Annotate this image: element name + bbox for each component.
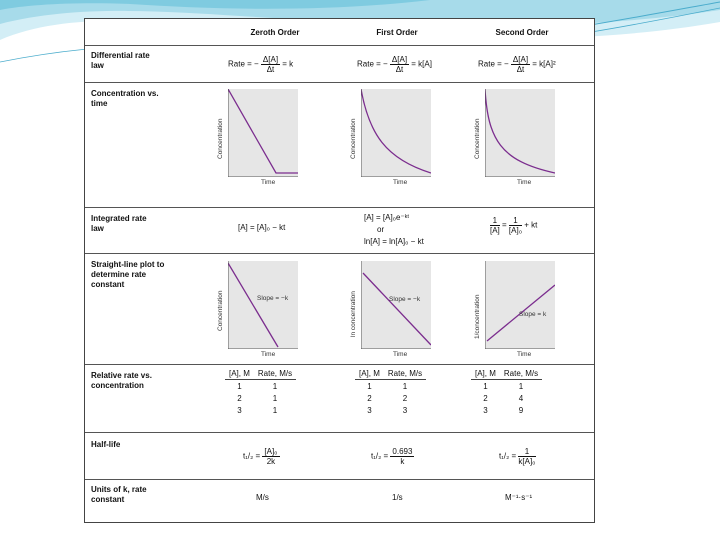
- row-label-half-life: Half-life: [91, 440, 121, 449]
- slope-label-second: Slope = k: [519, 311, 547, 318]
- row-label-concentration: Concentration vs. time: [91, 89, 159, 108]
- half-life-zero: t₁/₂ = [A]₀ 2k: [243, 447, 280, 466]
- col-header-conc: [A], M: [225, 369, 254, 380]
- plot-curve: [361, 89, 431, 174]
- plot-line: [228, 262, 279, 348]
- plot-curve: [228, 89, 298, 174]
- plot-second-straight-line: [485, 261, 555, 349]
- plot-first-conc-time: [361, 89, 431, 177]
- y-axis-label: Concentration: [217, 118, 224, 159]
- divider: [85, 479, 594, 480]
- rate-law-zero: Rate = − Δ[A] Δt = k: [228, 55, 294, 74]
- divider: [85, 253, 594, 254]
- divider: [85, 82, 594, 83]
- col-header-conc: [A], M: [471, 369, 500, 380]
- x-axis-label: Time: [517, 179, 532, 186]
- row-label-relative-rate: Relative rate vs. concentration: [91, 371, 152, 390]
- integrated-first-ln: ln[A] = ln[A]₀ − kt: [364, 237, 424, 246]
- x-axis-label: Time: [261, 351, 276, 358]
- col-header-rate: Rate, M/s: [383, 369, 427, 380]
- integrated-second: 1 [A] = 1 [A]₀ + kt: [490, 216, 538, 235]
- x-axis-label: Time: [261, 179, 276, 186]
- x-axis-label: Time: [393, 351, 408, 358]
- rate-law-table: Zeroth Order First Order Second Order Di…: [84, 18, 595, 523]
- y-axis-label: ln concentration: [350, 291, 357, 337]
- half-life-second: t₁/₂ = 1 k[A]₀: [499, 447, 536, 466]
- plot-first-straight-line: [361, 261, 431, 349]
- plot-zero-straight-line: [228, 261, 298, 349]
- plot-second-conc-time: [485, 89, 555, 177]
- header-first-order: First Order: [376, 28, 418, 37]
- row-label-integrated: Integrated rate law: [91, 214, 147, 233]
- plot-line: [362, 272, 431, 346]
- row-label-units: Units of k, rate constant: [91, 485, 147, 504]
- y-axis-label: Concentration: [474, 118, 481, 159]
- plot-curve: [485, 89, 555, 174]
- units-first: 1/s: [392, 493, 403, 502]
- rate-law-first: Rate = − Δ[A] Δt = k[A]: [357, 55, 432, 74]
- col-header-rate: Rate, M/s: [253, 369, 297, 380]
- integrated-zero: [A] = [A]₀ − kt: [238, 223, 286, 232]
- divider: [85, 432, 594, 433]
- divider: [85, 207, 594, 208]
- units-second: M⁻¹·s⁻¹: [505, 493, 533, 502]
- x-axis-label: Time: [393, 179, 408, 186]
- y-axis-label: 1/concentration: [474, 294, 481, 339]
- y-axis-label: Concentration: [217, 290, 224, 331]
- divider: [85, 45, 594, 46]
- header-zeroth-order: Zeroth Order: [250, 28, 300, 37]
- y-axis-label: Concentration: [350, 118, 357, 159]
- half-life-first: t₁/₂ = 0.693 k: [371, 447, 415, 466]
- units-zero: M/s: [256, 493, 269, 502]
- header-second-order: Second Order: [495, 28, 549, 37]
- row-label-differential: Differential rate law: [91, 51, 150, 70]
- integrated-first-exp: [A] = [A]₀e⁻ᵏᵗ: [364, 213, 410, 222]
- x-axis-label: Time: [517, 351, 532, 358]
- plot-line: [486, 284, 555, 342]
- col-header-conc: [A], M: [355, 369, 384, 380]
- integrated-first-or: or: [377, 225, 385, 234]
- slope-label-zero: Slope = −k: [257, 295, 289, 302]
- plot-zero-conc-time: [228, 89, 298, 177]
- slope-label-first: Slope = −k: [389, 296, 421, 303]
- row-label-straight-line: Straight-line plot to determine rate con…: [91, 260, 165, 289]
- divider: [85, 364, 594, 365]
- col-header-rate: Rate, M/s: [499, 369, 543, 380]
- rate-law-second: Rate = − Δ[A] Δt = k[A]²: [478, 55, 556, 74]
